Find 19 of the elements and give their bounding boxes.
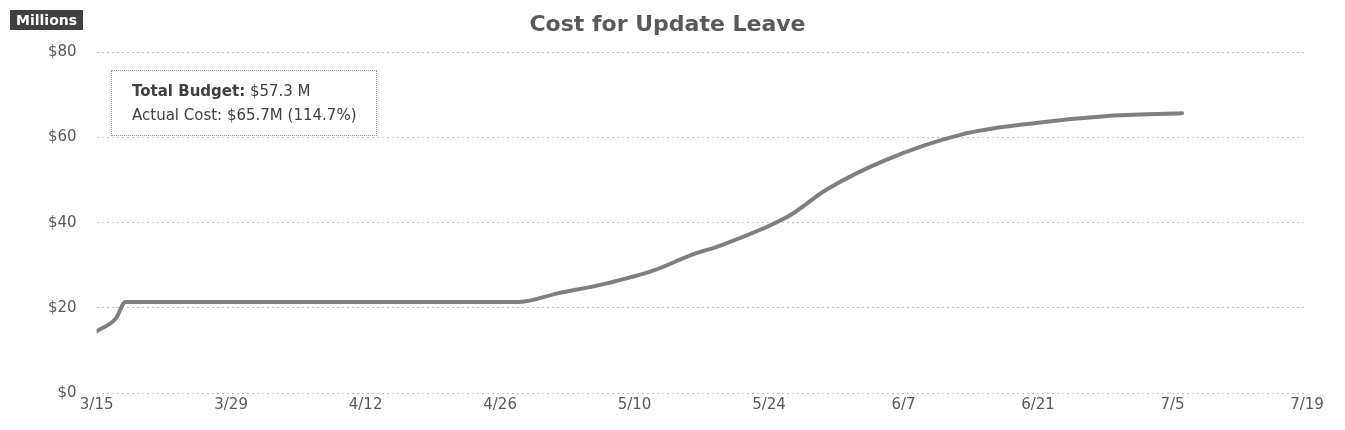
y-tick-label: $20 xyxy=(47,297,77,316)
y-tick-label: $0 xyxy=(57,382,77,401)
chart-title: Cost for Update Leave xyxy=(529,10,806,36)
annotation: Actual Cost: $65.7M (114.7%) xyxy=(132,105,357,126)
y-tick-label: $80 xyxy=(47,42,77,61)
x-tick-label: 5/10 xyxy=(617,394,652,413)
y-axis-title: Millions xyxy=(10,10,84,30)
x-tick-label: 5/24 xyxy=(752,394,786,413)
x-tick-label: 3/15 xyxy=(79,394,114,413)
x-tick-label: 7/19 xyxy=(1290,394,1324,413)
x-tick-label: 4/12 xyxy=(348,394,383,413)
x-tick-label: 3/29 xyxy=(214,394,248,413)
x-tick-label: 6/21 xyxy=(1021,394,1055,413)
annotation: Total Budget: $57.3 M xyxy=(132,82,311,100)
y-tick-label: $60 xyxy=(47,127,77,146)
x-tick-label: 6/7 xyxy=(891,394,916,413)
x-tick-label: 4/26 xyxy=(483,394,517,413)
x-tick-label: 7/5 xyxy=(1160,394,1185,413)
y-tick-label: $40 xyxy=(47,212,77,231)
